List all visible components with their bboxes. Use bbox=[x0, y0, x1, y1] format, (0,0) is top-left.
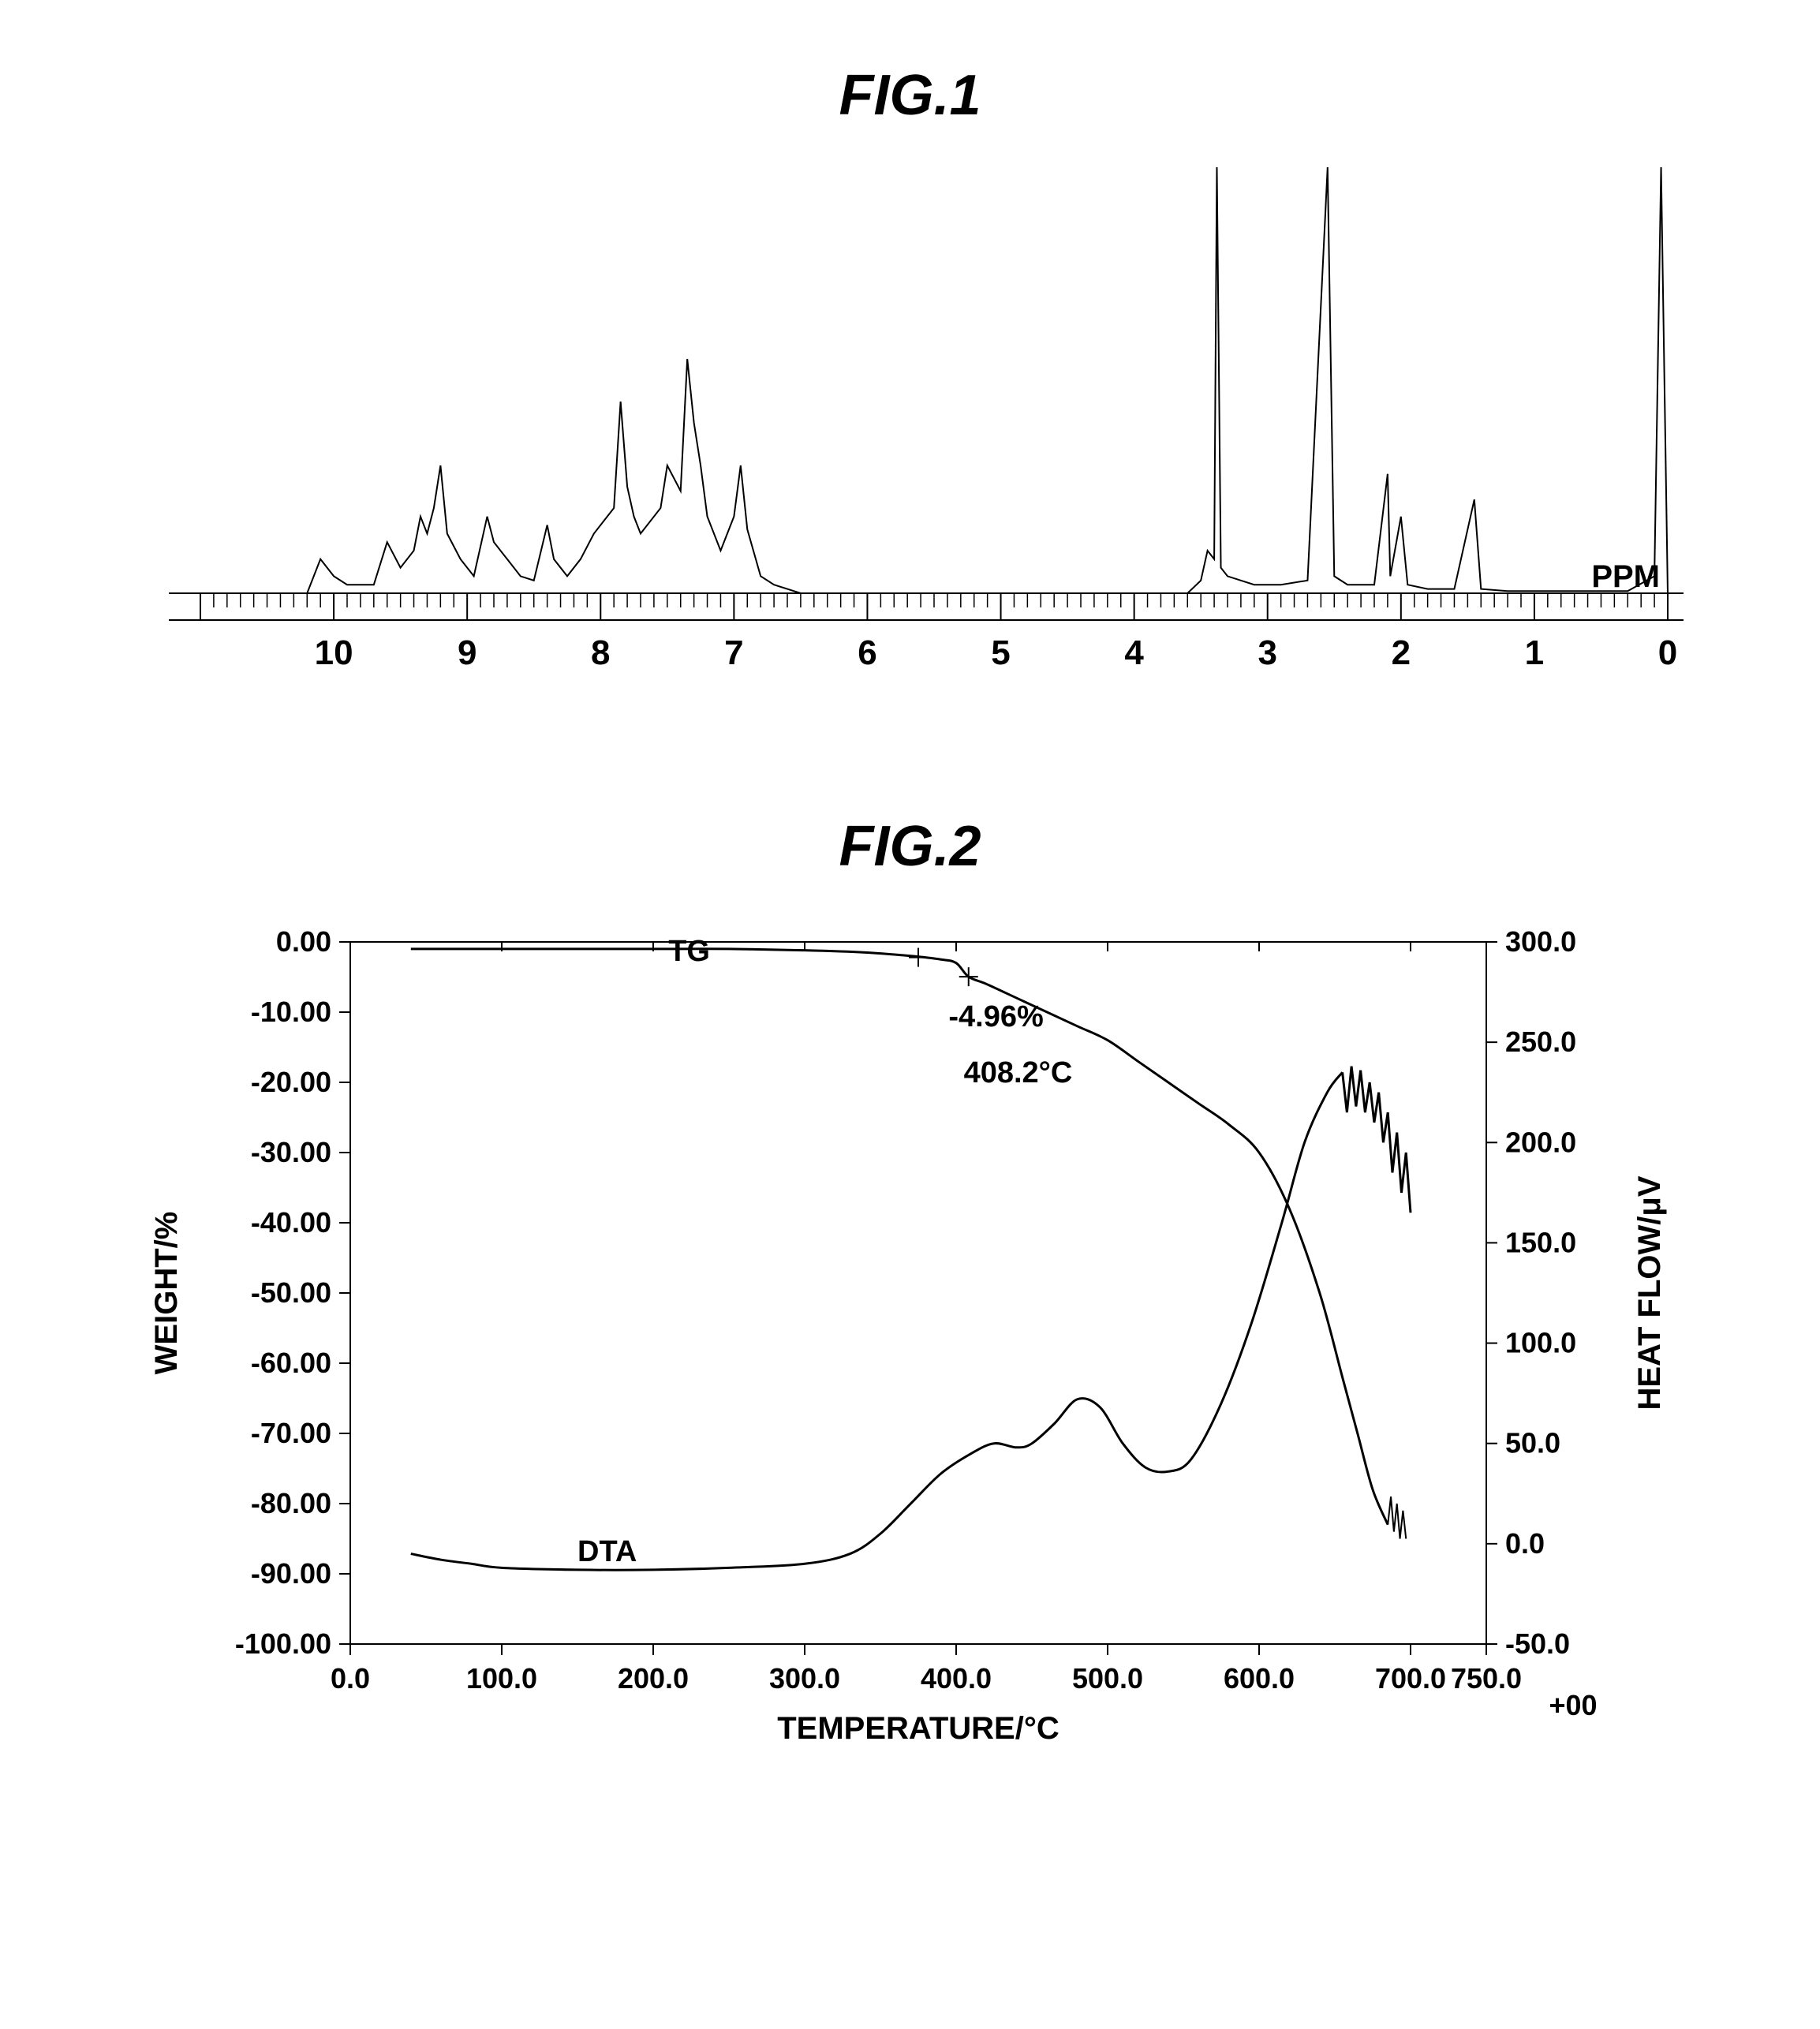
fig2-xtick: 400.0 bbox=[920, 1662, 991, 1695]
fig2-title: FIG.2 bbox=[43, 814, 1778, 879]
fig2-yltick: -40.00 bbox=[250, 1206, 331, 1239]
fig1-xtick: 10 bbox=[314, 633, 353, 672]
fig1-xtick: 3 bbox=[1258, 633, 1276, 672]
fig2-ylabel-left: WEIGHT/% bbox=[149, 1212, 184, 1375]
fig1-xtick: 9 bbox=[457, 633, 476, 672]
fig2-yltick: -60.00 bbox=[250, 1347, 331, 1379]
dta-label: DTA bbox=[577, 1535, 637, 1568]
dta-noise-cap bbox=[1342, 1067, 1410, 1213]
fig2-yrtick: 250.0 bbox=[1505, 1026, 1576, 1058]
fig1-xtick: 8 bbox=[591, 633, 610, 672]
fig1-xtick: 6 bbox=[858, 633, 876, 672]
fig2-xtick: 0.0 bbox=[330, 1662, 369, 1695]
fig1-xtick: 5 bbox=[991, 633, 1010, 672]
fig2-yrtick: 150.0 bbox=[1505, 1226, 1576, 1258]
fig2-xtick: 500.0 bbox=[1071, 1662, 1142, 1695]
fig2-yrtick: 0.0 bbox=[1505, 1527, 1545, 1560]
fig2-yrtick: 200.0 bbox=[1505, 1126, 1576, 1158]
fig2-yltick: -100.00 bbox=[234, 1627, 331, 1660]
fig1-chart: PPM109876543210 bbox=[43, 151, 1778, 719]
fig1-xtick: 1 bbox=[1524, 633, 1543, 672]
fig2-yltick: -70.00 bbox=[250, 1417, 331, 1449]
fig2-yrtick: 100.0 bbox=[1505, 1327, 1576, 1359]
dta-curve bbox=[410, 1072, 1342, 1570]
nmr-spectrum-line bbox=[200, 167, 1668, 593]
fig2-yltick: -30.00 bbox=[250, 1136, 331, 1168]
fig1-xtick: 4 bbox=[1124, 633, 1144, 672]
fig2-chart: 0.0 100.0 200.0 300.0 400.0 500.0 600.0 700.075… bbox=[43, 902, 1778, 1810]
fig2-yltick: -80.00 bbox=[250, 1487, 331, 1519]
weight-loss-annotation: -4.96% bbox=[948, 1000, 1043, 1033]
fig2-xtick: 300.0 bbox=[768, 1662, 839, 1695]
fig2-yltick: -90.00 bbox=[250, 1557, 331, 1590]
fig2-frame bbox=[350, 942, 1486, 1644]
temp-annotation: 408.2°C bbox=[963, 1056, 1072, 1089]
fig2-yltick: -50.00 bbox=[250, 1276, 331, 1309]
fig1-xtick: 7 bbox=[724, 633, 743, 672]
fig1-unit-label: PPM bbox=[1591, 559, 1660, 594]
fig1-title: FIG.1 bbox=[43, 63, 1778, 128]
tg-curve bbox=[410, 949, 1387, 1525]
tg-end-noise bbox=[1388, 1497, 1406, 1538]
fig1-xtick: 2 bbox=[1391, 633, 1410, 672]
fig2-xtick: 700.0 bbox=[1374, 1662, 1445, 1695]
fig1-xtick: 0 bbox=[1657, 633, 1676, 672]
fig2-xtick: 600.0 bbox=[1223, 1662, 1294, 1695]
fig2-xtick: 200.0 bbox=[617, 1662, 688, 1695]
fig2-xtick: 750.0 bbox=[1450, 1662, 1521, 1695]
fig2-ylabel-right: HEAT FLOW/μV bbox=[1632, 1175, 1667, 1410]
tg-label: TG bbox=[668, 935, 710, 968]
fig2-yltick: -20.00 bbox=[250, 1066, 331, 1098]
fig2-xtick: 100.0 bbox=[465, 1662, 536, 1695]
fig2-yltick: -10.00 bbox=[250, 996, 331, 1028]
fig2-right-suffix: +00 bbox=[1549, 1689, 1597, 1721]
fig2-xlabel: TEMPERATURE/°C bbox=[777, 1711, 1059, 1746]
fig2-yrtick: 50.0 bbox=[1505, 1427, 1560, 1459]
fig2-yrtick: -50.0 bbox=[1505, 1627, 1570, 1660]
fig2-yltick: 0.00 bbox=[275, 925, 331, 958]
fig2-yrtick: 300.0 bbox=[1505, 925, 1576, 958]
